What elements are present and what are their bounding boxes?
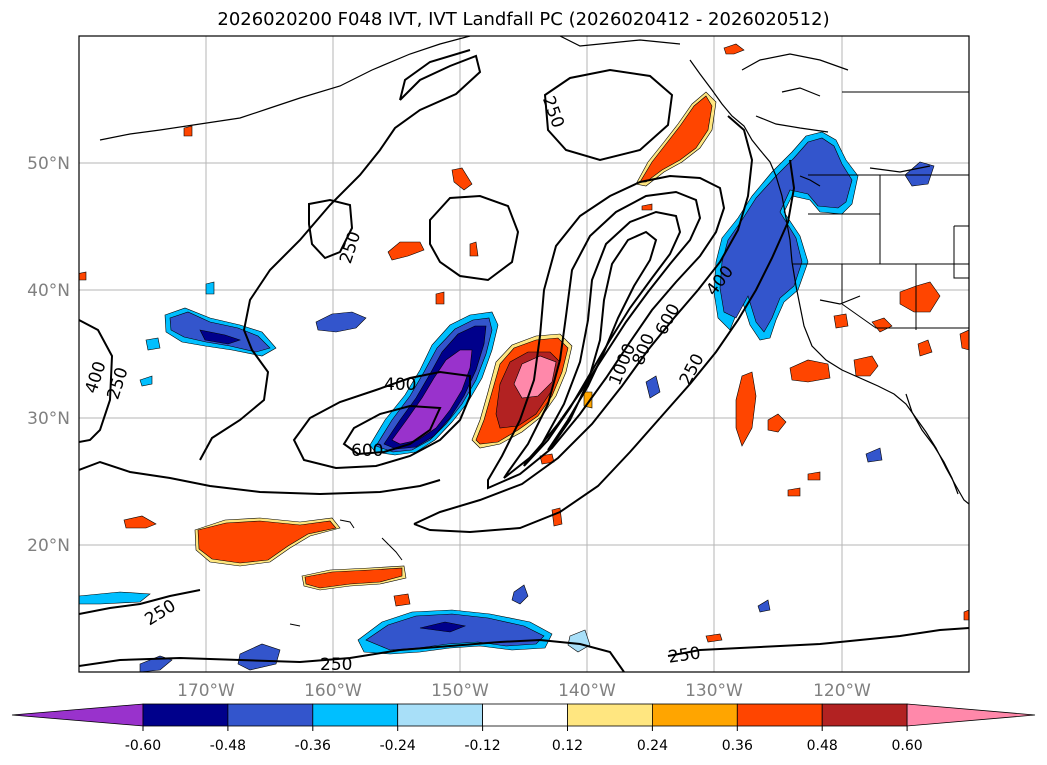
contour-400: [487, 174, 726, 490]
contour-250-mid: [429, 194, 520, 282]
lon-label: 120°W: [813, 681, 871, 701]
contour-800: [523, 210, 682, 467]
state-borders: [792, 91, 969, 330]
colorbar-tick-label: 0.60: [892, 738, 923, 754]
colorbar-tick-label: 0.12: [552, 738, 583, 754]
contour-250-north: [543, 68, 674, 162]
colorbar-segment: [142, 703, 229, 727]
contour-250-west: [308, 198, 354, 260]
lon-label: 130°W: [685, 681, 743, 701]
colorbar-segment: [482, 703, 568, 727]
longitude-labels: 170°W 160°W 150°W 140°W 130°W 120°W: [177, 681, 871, 701]
colorbar-tick-label: 0.36: [722, 738, 753, 754]
contour-label: 250: [667, 643, 702, 667]
colorbar-segment: [567, 703, 653, 727]
lat-label: 40°N: [27, 281, 70, 301]
lon-label: 160°W: [304, 681, 362, 701]
lat-label: 30°N: [27, 409, 70, 429]
colorbar-segment: [736, 703, 823, 727]
contour-400-swirl: [292, 370, 471, 470]
contour-label: 600: [351, 441, 383, 461]
contour-600: [503, 190, 702, 479]
colorbar-tick-label: -0.60: [125, 738, 161, 754]
colorbar-ticks: -0.60 -0.48 -0.36 -0.24 -0.12 0.12 0.24 …: [125, 738, 923, 754]
positive-pc-regions: [79, 43, 969, 643]
lon-label: 150°W: [431, 681, 489, 701]
map-title: 2026020200 F048 IVT, IVT Landfall PC (20…: [217, 9, 830, 30]
colorbar-segment: [227, 703, 314, 727]
negative-pc-regions: [79, 131, 935, 672]
colorbar-tick-label: -0.12: [464, 738, 500, 754]
colorbar-tick-label: -0.36: [295, 738, 331, 754]
region-negative-sw: [237, 643, 281, 671]
region-negative-small: [315, 311, 367, 333]
lat-label: 50°N: [27, 154, 70, 174]
colorbar-tick-label: 0.48: [807, 738, 838, 754]
lon-label: 170°W: [177, 681, 235, 701]
latitude-labels: 50°N 40°N 30°N 20°N: [27, 154, 70, 556]
colorbar-tick-label: -0.24: [380, 738, 416, 754]
contour-250-big: [199, 54, 482, 461]
colorbar-segment: [312, 703, 399, 727]
colorbar-tick-label: -0.48: [210, 738, 246, 754]
contour-600-swirl: [342, 404, 442, 456]
colorbar-tick-label: 0.24: [637, 738, 668, 754]
coastlines: [99, 36, 969, 505]
contour-250-south: [79, 638, 625, 672]
lon-label: 140°W: [558, 681, 616, 701]
colorbar: [11, 703, 1036, 731]
islands: [289, 519, 403, 627]
contour-jet-outer: [413, 115, 754, 525]
colorbar-segment: [652, 703, 738, 727]
ivt-contours: [79, 49, 969, 672]
contour-label: 250: [320, 655, 352, 675]
colorbar-segment: [397, 703, 484, 727]
colorbar-segment: [906, 703, 1036, 727]
contour-1000: [547, 230, 658, 451]
colorbar-segment: [821, 703, 908, 727]
contour-label: 400: [384, 375, 416, 395]
map-border: [78, 35, 970, 673]
lat-label: 20°N: [27, 536, 70, 556]
colorbar-segment: [11, 703, 144, 727]
contour-250-outer: [79, 319, 114, 443]
